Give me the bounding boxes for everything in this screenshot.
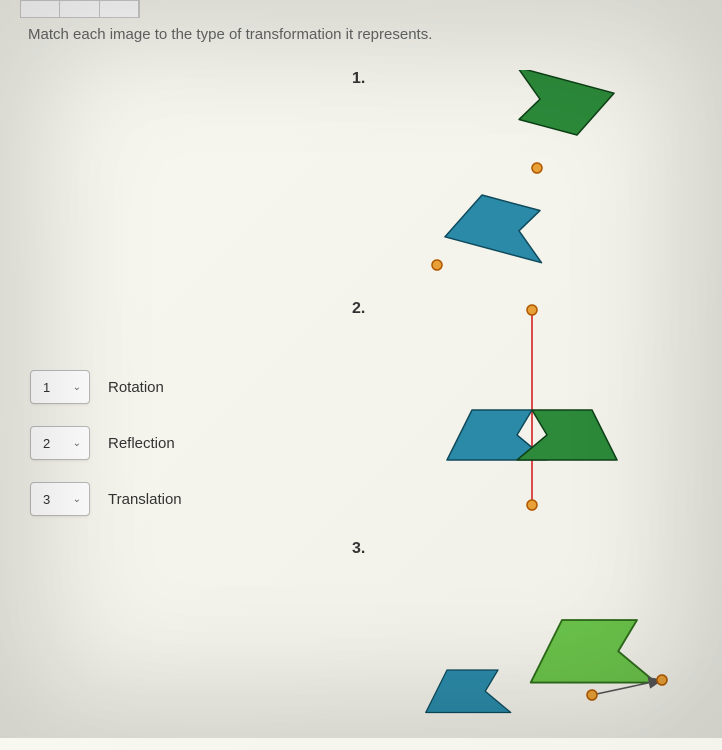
chevron-down-icon: ⌄ bbox=[73, 494, 81, 505]
select-rotation[interactable]: 1 ⌄ bbox=[30, 370, 90, 404]
answer-row: 1 ⌄ Rotation bbox=[30, 370, 182, 404]
select-value: 1 bbox=[43, 380, 50, 395]
answer-label: Rotation bbox=[108, 379, 164, 396]
answer-label: Translation bbox=[108, 491, 182, 508]
select-translation[interactable]: 3 ⌄ bbox=[30, 482, 90, 516]
figures-column: 1. 2. 3. bbox=[332, 70, 682, 750]
select-value: 2 bbox=[43, 436, 50, 451]
answer-label: Reflection bbox=[108, 435, 175, 452]
figure-2: 2. bbox=[332, 300, 682, 520]
reflection-diagram bbox=[332, 300, 682, 520]
answer-row: 3 ⌄ Translation bbox=[30, 482, 182, 516]
figure-number: 3. bbox=[352, 540, 365, 558]
answer-row: 2 ⌄ Reflection bbox=[30, 426, 182, 460]
rotation-diagram bbox=[332, 70, 682, 280]
chevron-down-icon: ⌄ bbox=[73, 438, 81, 449]
figure-3: 3. bbox=[332, 540, 682, 730]
select-reflection[interactable]: 2 ⌄ bbox=[30, 426, 90, 460]
figure-1: 1. bbox=[332, 70, 682, 280]
answers-block: 1 ⌄ Rotation 2 ⌄ Reflection 3 ⌄ Translat… bbox=[30, 370, 182, 538]
toolbar-fragment bbox=[20, 0, 140, 18]
translation-diagram bbox=[332, 540, 682, 730]
instruction-text: Match each image to the type of transfor… bbox=[28, 26, 432, 43]
figure-number: 2. bbox=[352, 300, 365, 318]
chevron-down-icon: ⌄ bbox=[73, 382, 81, 393]
select-value: 3 bbox=[43, 492, 50, 507]
figure-number: 1. bbox=[352, 70, 365, 88]
